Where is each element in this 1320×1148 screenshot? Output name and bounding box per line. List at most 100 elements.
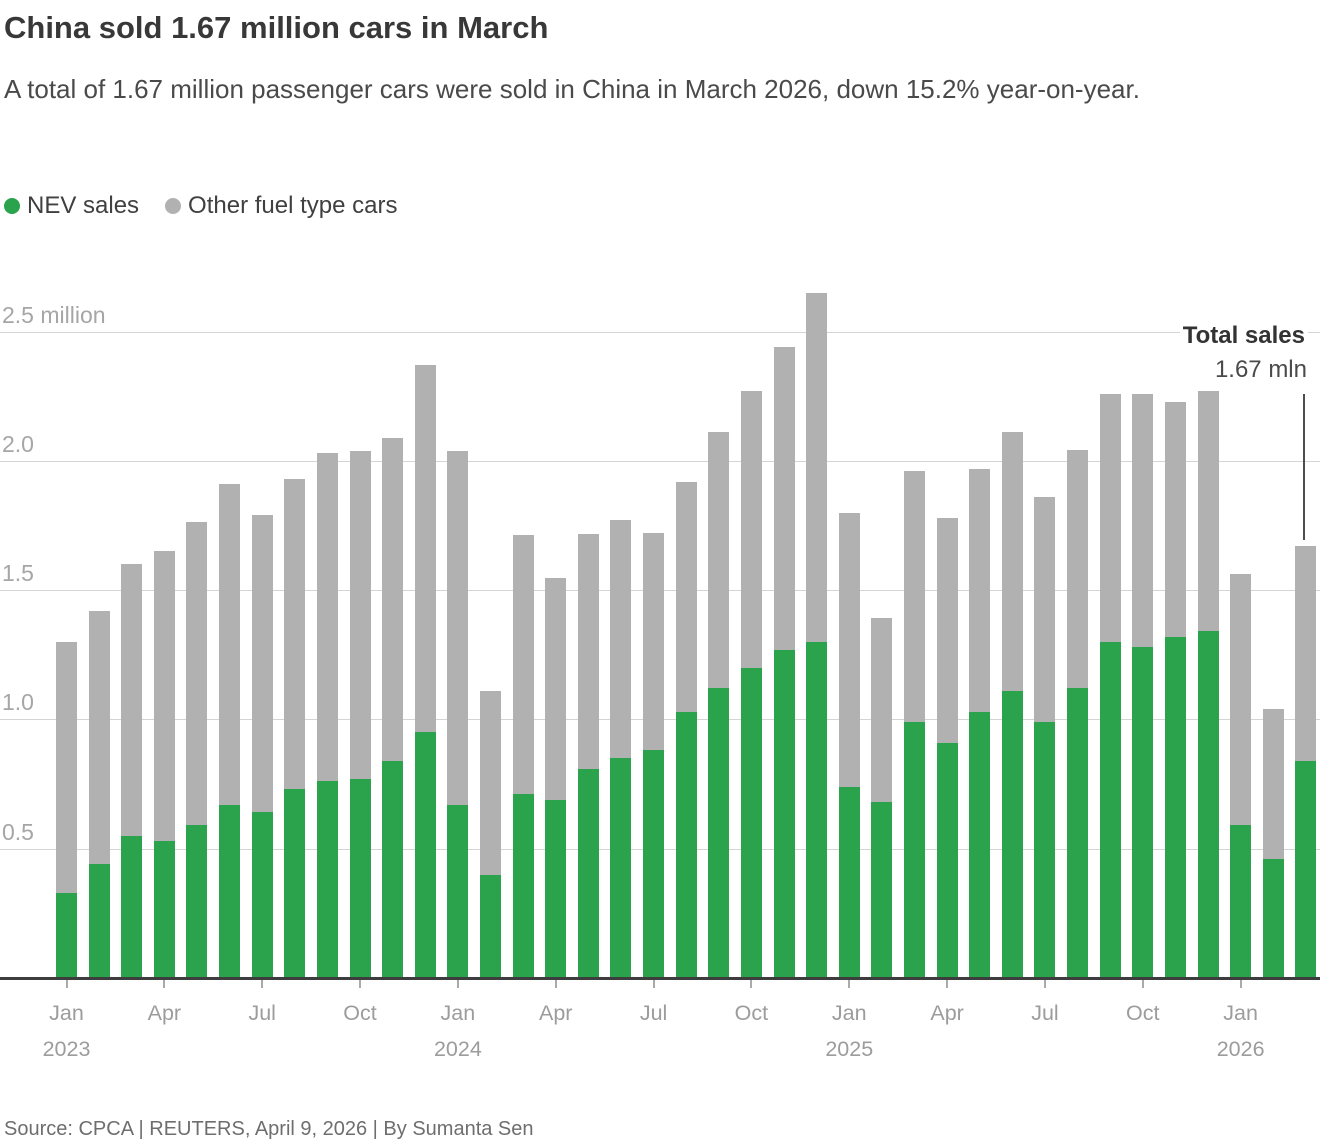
bar-other-segment (284, 479, 305, 789)
bar-nev-segment (774, 650, 795, 978)
x-axis-tick (456, 980, 459, 988)
bar-nev-segment (676, 712, 697, 978)
x-axis-tick (261, 980, 264, 988)
bar-nev-segment (871, 802, 892, 978)
bar-nev-segment (317, 781, 338, 978)
x-axis-tick (652, 980, 655, 988)
bar-other-segment (676, 482, 697, 712)
bar-nev-segment (806, 642, 827, 978)
bar-other-segment (1263, 709, 1284, 859)
x-axis-tick (554, 980, 557, 988)
x-axis-month-label: Jul (248, 1001, 276, 1025)
x-axis-month-label: Jul (1031, 1001, 1059, 1025)
x-axis-baseline (0, 977, 1320, 980)
bar-nev-segment (121, 836, 142, 978)
bar-nev-segment (1100, 642, 1121, 978)
x-axis-month-label: Oct (1126, 1001, 1160, 1025)
x-axis-tick (1043, 980, 1046, 988)
bar-nev-segment (89, 864, 110, 978)
y-gridline (0, 461, 1320, 462)
bar-nev-segment (839, 787, 860, 978)
x-axis-month-label: Jan (440, 1001, 476, 1025)
other-legend-label: Other fuel type cars (188, 192, 398, 219)
x-axis-month-label: Apr (538, 1001, 573, 1025)
other-legend-dot-icon (165, 198, 182, 214)
y-axis-label: 0.5 (2, 819, 34, 845)
bar-nev-segment (154, 841, 175, 978)
bar-other-segment (1034, 497, 1055, 722)
x-axis-tick (163, 980, 166, 988)
bar-nev-segment (969, 712, 990, 978)
bar-nev-segment (1165, 637, 1186, 978)
x-axis-tick (1239, 980, 1242, 988)
bar-nev-segment (252, 812, 273, 978)
bar-nev-segment (1132, 647, 1153, 978)
bar-other-segment (154, 551, 175, 841)
bar-nev-segment (350, 779, 371, 978)
bar-other-segment (643, 533, 664, 750)
y-gridline (0, 332, 1320, 333)
bar-nev-segment (1263, 859, 1284, 978)
bar-other-segment (447, 451, 468, 805)
bar-other-segment (415, 365, 436, 732)
bar-other-segment (1230, 574, 1251, 825)
bar-other-segment (1067, 450, 1088, 688)
bar-other-segment (317, 453, 338, 781)
bar-other-segment (741, 391, 762, 668)
bar-other-segment (1165, 402, 1186, 637)
bar-nev-segment (284, 789, 305, 978)
bar-other-segment (774, 347, 795, 650)
x-axis-year-label: 2025 (825, 1037, 874, 1061)
y-axis-label: 1.0 (2, 689, 34, 715)
bar-other-segment (904, 471, 925, 722)
x-axis-tick (1141, 980, 1144, 988)
x-axis-year-label: 2024 (433, 1037, 482, 1061)
x-axis-month-label: Jan (49, 1001, 84, 1025)
x-axis-tick (750, 980, 753, 988)
x-axis-month-label: Oct (343, 1001, 377, 1025)
bar-other-segment (513, 535, 534, 794)
bar-nev-segment (1295, 761, 1316, 978)
bar-other-segment (545, 578, 566, 800)
legend: NEV sales Other fuel type cars (4, 192, 423, 220)
bar-nev-segment (904, 722, 925, 978)
bar-other-segment (350, 451, 371, 779)
chart-subtitle: A total of 1.67 million passenger cars w… (4, 74, 1140, 104)
y-axis-label: 2.5 million (2, 302, 106, 328)
bar-nev-segment (610, 758, 631, 978)
bar-nev-segment (643, 750, 664, 978)
x-axis-month-label: Jul (639, 1001, 668, 1025)
bar-other-segment (480, 691, 501, 875)
y-axis-label: 2.0 (2, 431, 34, 457)
x-axis-month-label: Apr (930, 1001, 964, 1025)
bar-nev-segment (937, 743, 958, 978)
bar-other-segment (1295, 546, 1316, 761)
bar-other-segment (1002, 432, 1023, 691)
bar-nev-segment (382, 761, 403, 978)
bar-nev-segment (447, 805, 468, 978)
bar-other-segment (871, 618, 892, 802)
x-axis-month-label: Oct (734, 1001, 769, 1025)
bar-nev-segment (513, 794, 534, 978)
x-axis-year-label: 2026 (1216, 1037, 1265, 1061)
bar-other-segment (708, 432, 729, 688)
bar-nev-segment (1002, 691, 1023, 978)
bar-nev-segment (186, 825, 207, 978)
y-axis-label: 1.5 (2, 560, 34, 586)
nev-legend-dot-icon (4, 198, 20, 214)
bar-other-segment (806, 293, 827, 642)
bar-other-segment (186, 522, 207, 825)
bar-other-segment (219, 484, 240, 805)
bar-other-segment (937, 518, 958, 743)
x-axis-month-label: Jan (831, 1001, 867, 1025)
bar-other-segment (382, 438, 403, 761)
x-axis-month-label: Jan (1223, 1001, 1258, 1025)
bar-nev-segment (545, 800, 566, 978)
bar-other-segment (839, 513, 860, 787)
bar-other-segment (1132, 394, 1153, 647)
annotation-pointer-line (1303, 394, 1305, 540)
annotation-value: 1.67 mln (1211, 356, 1310, 384)
x-axis-year-label: 2023 (42, 1037, 91, 1061)
